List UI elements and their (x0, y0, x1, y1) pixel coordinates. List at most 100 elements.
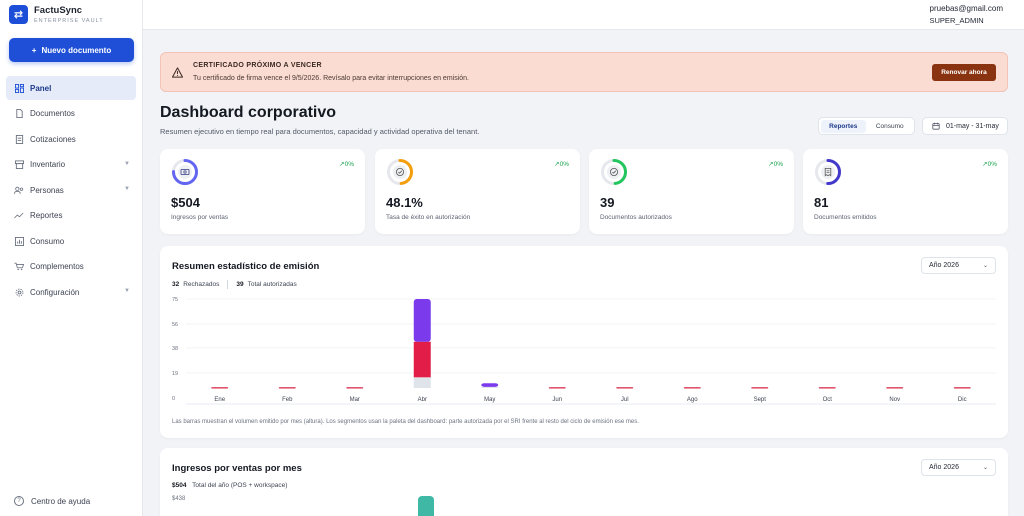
sidebar-item-label: Panel (30, 83, 52, 93)
sidebar-item-reportes[interactable]: Reportes (6, 204, 136, 228)
sidebar: ⇄ FactuSync ENTERPRISE VAULT + Nuevo doc… (0, 0, 143, 516)
trend-badge: ↗0% (554, 160, 569, 168)
chevron-down-icon: ▼ (124, 288, 130, 294)
income-y-tick: $438 (172, 496, 186, 502)
y-tick-label: 19 (172, 371, 178, 377)
sidebar-item-documentos[interactable]: Documentos (6, 102, 136, 126)
kpi-value: 48.1% (386, 195, 423, 210)
kpi-value: $504 (171, 195, 200, 210)
kpi-label: Documentos autorizados (600, 214, 672, 221)
bar-segment (413, 341, 431, 378)
progress-ring (172, 159, 198, 185)
kpi-card: ↗0% $504 Ingresos por ventas (160, 149, 365, 234)
sidebar-item-inventario[interactable]: Inventario ▼ (6, 153, 136, 177)
brand: FactuSync ENTERPRISE VAULT (34, 5, 104, 24)
help-label: Centro de ayuda (31, 496, 91, 506)
view-toggle: Reportes Consumo (818, 117, 915, 135)
sidebar-item-personas[interactable]: Personas ▼ (6, 178, 136, 202)
sidebar-nav: Panel Documentos Cotizaciones Inventario ▼ Pe… (6, 76, 136, 306)
calendar-icon (932, 122, 940, 130)
y-tick-label: 38 (172, 346, 178, 352)
trend-value: 0% (559, 161, 569, 168)
bar-empty-marker (683, 387, 701, 389)
trend-value: 0% (344, 161, 354, 168)
sidebar-item-label: Inventario (30, 160, 66, 169)
rejected-label: Rechazados (183, 281, 220, 288)
x-tick-label: Oct (823, 397, 833, 403)
sidebar-item-label: Personas (30, 185, 64, 195)
sidebar-item-configuracin[interactable]: Configuración ▼ (6, 280, 136, 304)
x-tick-label: Ene (214, 397, 225, 403)
check-circle-icon (396, 168, 404, 176)
tab-reportes[interactable]: Reportes (821, 119, 866, 133)
help-center-link[interactable]: ? Centro de ayuda (14, 496, 90, 506)
page-subtitle: Resumen ejecutivo en tiempo real para do… (160, 127, 480, 136)
progress-ring (601, 159, 627, 185)
bar-empty-marker (886, 387, 904, 389)
income-bar (418, 496, 434, 516)
income-year-select[interactable]: Año 2026 ⌄ (921, 459, 996, 476)
tab-consumo[interactable]: Consumo (875, 122, 904, 130)
kpi-card: ↗0% 48.1% Tasa de éxito en autorización (375, 149, 580, 234)
kpi-card: ↗0% 81 Documentos emitidos (803, 149, 1008, 234)
trend-value: 0% (773, 161, 783, 168)
emission-year-select[interactable]: Año 2026 ⌄ (921, 257, 996, 274)
x-tick-label: Mar (350, 397, 360, 403)
y-tick-label: 75 (172, 297, 178, 303)
income-total-value: $504 (172, 482, 187, 489)
x-tick-label: Feb (282, 397, 293, 403)
document-icon (14, 109, 24, 119)
date-range-picker[interactable]: 01-may - 31-may (922, 117, 1008, 135)
sidebar-item-consumo[interactable]: Consumo (6, 229, 136, 253)
sidebar-item-label: Consumo (30, 236, 65, 246)
trend-icon (14, 211, 24, 221)
authorized-count: 39 (236, 281, 244, 288)
check-circle-icon (610, 168, 618, 176)
plus-icon: + (31, 45, 37, 55)
bar-empty-marker (751, 387, 769, 389)
bar-empty-marker (548, 387, 566, 389)
emission-stats: 32 Rechazados 39 Total autorizadas (172, 280, 297, 289)
kpi-value: 39 (600, 195, 615, 210)
emission-year-label: Año 2026 (929, 262, 959, 269)
rejected-count: 32 (172, 281, 180, 288)
bar-empty-marker (818, 387, 836, 389)
progress-ring (387, 159, 413, 185)
bar-segment (481, 386, 499, 388)
sidebar-item-complementos[interactable]: Complementos (6, 255, 136, 279)
bar-segment (481, 383, 499, 387)
trend-badge: ↗0% (982, 160, 997, 168)
chevron-down-icon: ▼ (124, 186, 130, 192)
x-tick-label: Nov (889, 397, 900, 403)
sidebar-item-panel[interactable]: Panel (6, 76, 136, 100)
x-tick-label: Jun (552, 397, 562, 403)
topbar: pruebas@gmail.com SUPER_ADMIN (143, 0, 1024, 30)
y-tick-label: 0 (172, 396, 175, 402)
trend-badge: ↗0% (768, 160, 783, 168)
kpi-label: Tasa de éxito en autorización (386, 214, 471, 221)
trend-up-icon: ↗ (554, 161, 560, 168)
sidebar-item-cotizaciones[interactable]: Cotizaciones (6, 127, 136, 151)
bar-empty-marker (211, 387, 229, 389)
bar-segment (413, 299, 431, 342)
emission-chart: 0 19 38 56 75 Ene Feb Mar Abr May Jun Jul Ago Sept Oct… (172, 297, 996, 405)
brand-name: FactuSync (34, 5, 83, 16)
date-range-label: 01-may - 31-may (946, 122, 999, 130)
progress-ring (815, 159, 841, 185)
alert-text: Tu certificado de firma vence el 9/5/202… (193, 75, 469, 82)
x-tick-label: Abr (418, 397, 427, 403)
y-tick-label: 56 (172, 322, 178, 328)
income-total-label: Total del año (POS + workspace) (192, 482, 288, 489)
dashboard-icon (14, 83, 24, 93)
new-document-button[interactable]: + Nuevo documento (9, 38, 134, 62)
new-document-label: Nuevo documento (41, 45, 112, 55)
income-year-label: Año 2026 (929, 464, 959, 471)
sidebar-item-label: Documentos (30, 109, 75, 118)
certificate-alert: CERTIFICADO PRÓXIMO A VENCER Tu certific… (160, 52, 1008, 92)
divider (227, 280, 229, 289)
renew-now-button[interactable]: Renovar ahora (932, 64, 996, 81)
quote-icon (14, 134, 24, 144)
user-menu[interactable]: pruebas@gmail.com SUPER_ADMIN (930, 4, 1003, 25)
trend-badge: ↗0% (339, 160, 354, 168)
bar-empty-marker (616, 387, 634, 389)
